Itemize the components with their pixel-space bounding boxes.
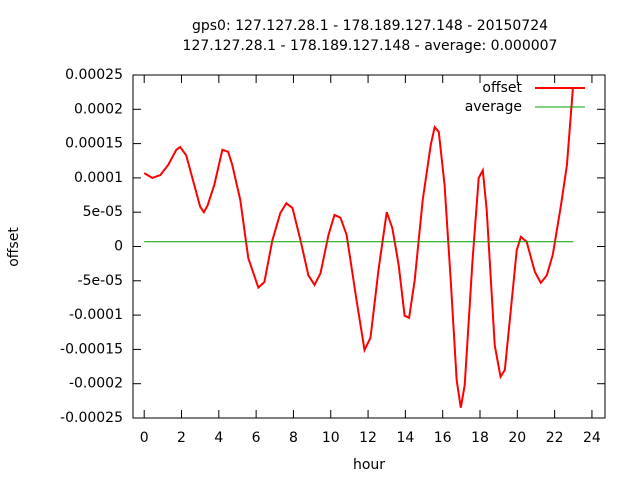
y-tick-label: 0.00015 — [65, 136, 123, 152]
x-tick-label: 2 — [177, 430, 186, 446]
x-tick-label: 18 — [471, 430, 489, 446]
chart-title: gps0: 127.127.28.1 - 178.189.127.148 - 2… — [192, 18, 548, 34]
y-tick-label: -5e-05 — [78, 273, 123, 289]
x-tick-label: 14 — [396, 430, 414, 446]
x-tick-label: 10 — [322, 430, 340, 446]
x-tick-label: 12 — [359, 430, 377, 446]
x-tick-label: 6 — [252, 430, 261, 446]
x-axis-label: hour — [353, 457, 385, 473]
x-tick-label: 20 — [508, 430, 526, 446]
y-axis-label: offset — [6, 227, 22, 267]
y-tick-label: -0.0002 — [69, 376, 123, 392]
x-tick-label: 22 — [546, 430, 564, 446]
y-tick-label: 0.00025 — [65, 67, 123, 83]
y-tick-label: 0 — [114, 239, 123, 255]
y-tick-label: 5e-05 — [83, 204, 123, 220]
legend-label: offset — [482, 80, 522, 96]
x-tick-label: 24 — [583, 430, 601, 446]
y-tick-label: -0.00015 — [60, 341, 123, 357]
x-tick-label: 8 — [289, 430, 298, 446]
y-tick-label: 0.0001 — [74, 170, 123, 186]
legend-label: average — [465, 99, 522, 115]
y-tick-label: -0.00025 — [60, 410, 123, 426]
x-tick-label: 0 — [140, 430, 149, 446]
y-tick-label: -0.0001 — [69, 307, 123, 323]
x-tick-label: 16 — [434, 430, 452, 446]
plot-border — [132, 74, 606, 419]
x-tick-label: 4 — [214, 430, 223, 446]
y-tick-label: 0.0002 — [74, 101, 123, 117]
series-line — [143, 87, 574, 408]
chart-subtitle: 127.127.28.1 - 178.189.127.148 - average… — [183, 38, 558, 54]
